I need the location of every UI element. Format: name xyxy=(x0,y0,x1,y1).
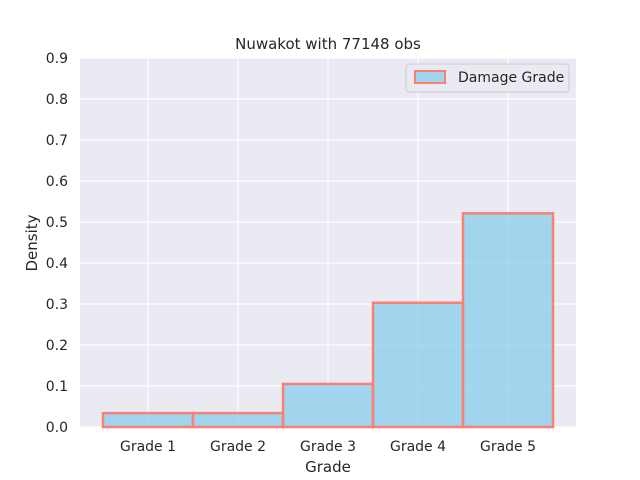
x-axis-label: Grade xyxy=(305,458,351,476)
y-tick-label: 0.8 xyxy=(46,92,68,108)
bar-grade-5 xyxy=(461,212,555,429)
x-tick-label: Grade 4 xyxy=(390,439,446,455)
y-tick-label: 0.7 xyxy=(46,133,68,149)
y-tick-label: 0.0 xyxy=(46,420,68,436)
y-tick-label: 0.4 xyxy=(46,256,68,272)
bars xyxy=(101,212,555,429)
legend-swatch xyxy=(414,70,446,84)
y-axis-label: Density xyxy=(23,214,41,271)
y-tick-labels: 0.0 0.1 0.2 0.3 0.4 0.5 0.6 0.7 0.8 0.9 xyxy=(46,51,68,436)
x-tick-label: Grade 5 xyxy=(480,439,536,455)
x-tick-label: Grade 2 xyxy=(210,439,266,455)
chart-title: Nuwakot with 77148 obs xyxy=(235,35,421,53)
y-tick-label: 0.5 xyxy=(46,215,68,231)
bar-grade-1 xyxy=(101,411,195,429)
y-tick-label: 0.3 xyxy=(46,297,68,313)
x-tick-label: Grade 3 xyxy=(300,439,356,455)
y-tick-label: 0.9 xyxy=(46,51,68,67)
bar-grade-2 xyxy=(191,411,285,429)
bar-grade-3 xyxy=(281,382,375,429)
y-tick-label: 0.2 xyxy=(46,338,68,354)
y-tick-label: 0.6 xyxy=(46,174,68,190)
legend: Damage Grade xyxy=(405,63,570,93)
y-tick-label: 0.1 xyxy=(46,379,68,395)
x-tick-label: Grade 1 xyxy=(120,439,176,455)
legend-label: Damage Grade xyxy=(458,70,564,86)
bar-grade-4 xyxy=(371,301,465,429)
x-tick-labels: Grade 1 Grade 2 Grade 3 Grade 4 Grade 5 xyxy=(120,439,536,455)
legend-box xyxy=(405,63,570,93)
